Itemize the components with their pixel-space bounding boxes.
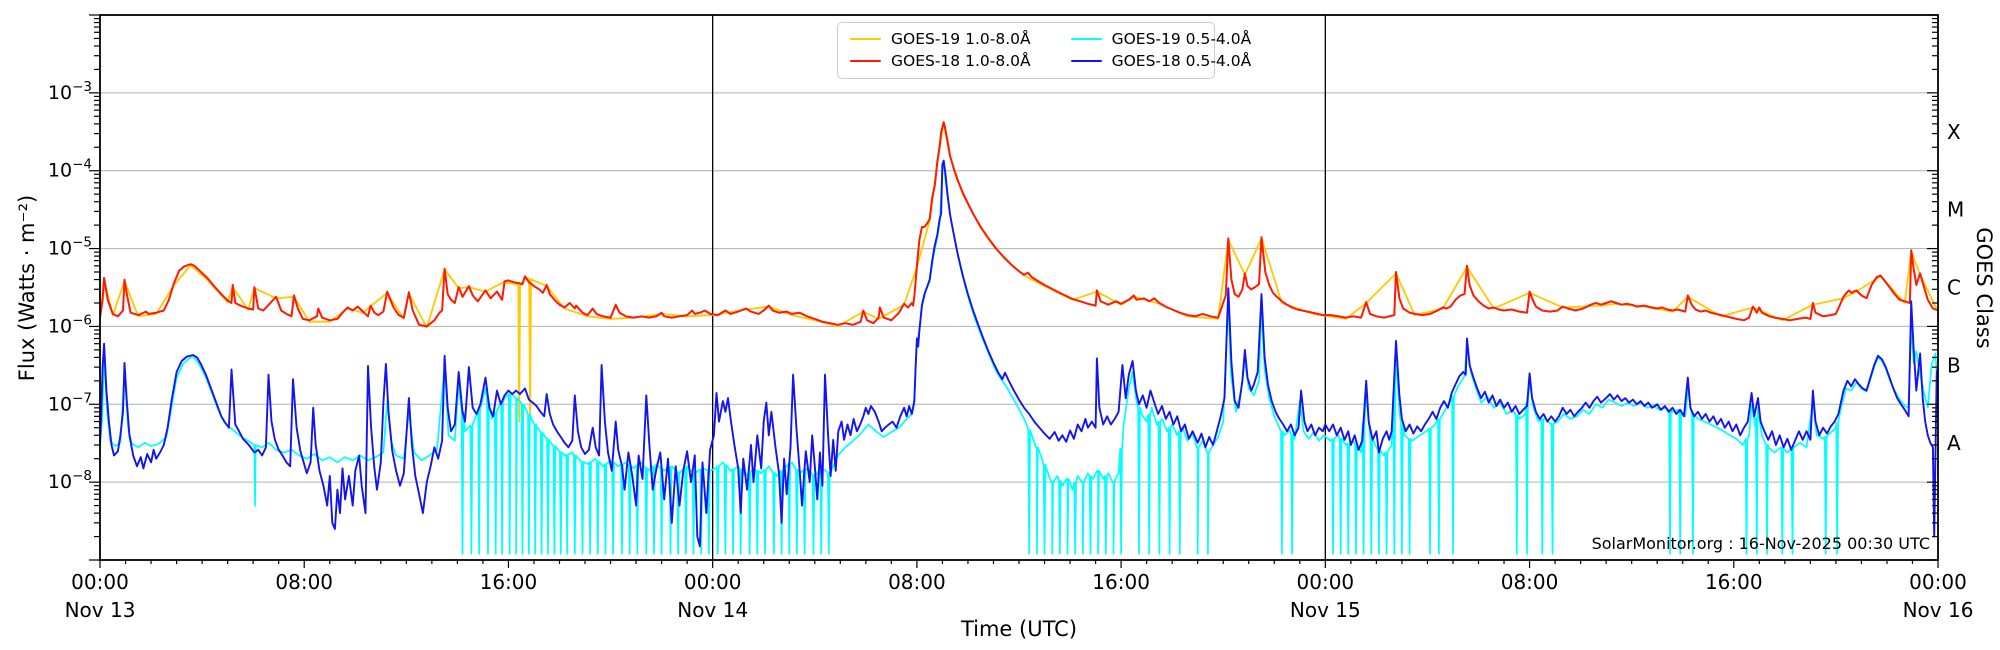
legend-item-goes19-long: GOES-19 1.0-8.0Å (850, 30, 1031, 48)
watermark-text: SolarMonitor.org : 16-Nov-2025 00:30 UTC (1591, 534, 1930, 553)
x-axis-tick-label: 00:00 (684, 570, 742, 594)
legend-label-goes18-short: GOES-18 0.5-4.0Å (1111, 52, 1252, 70)
x-axis-date-label: Nov 15 (1290, 598, 1361, 622)
goes-class-label-C: C (1947, 276, 1961, 300)
goes-class-label-A: A (1947, 431, 1961, 455)
x-axis-tick-label: 00:00 (71, 570, 129, 594)
x-axis-date-label: Nov 16 (1903, 598, 1974, 622)
legend-label-goes19-short: GOES-19 0.5-4.0Å (1111, 30, 1252, 48)
y-axis-tick-label: 10−6 (48, 312, 92, 337)
goes-class-label-M: M (1947, 198, 1964, 222)
legend-line-goes18-long (850, 59, 881, 63)
series-group (100, 121, 1938, 555)
x-axis-tick-label: 00:00 (1297, 570, 1355, 594)
x-axis-tick-label: 08:00 (275, 570, 333, 594)
x-axis-tick-label: 08:00 (888, 570, 946, 594)
x-axis-label: Time (UTC) (960, 617, 1078, 641)
legend-label-goes18-long: GOES-18 1.0-8.0Å (891, 52, 1031, 70)
legend-item-goes18-short: GOES-18 0.5-4.0Å (1070, 52, 1252, 70)
legend-item-goes19-short: GOES-19 0.5-4.0Å (1070, 30, 1252, 48)
y-axis-tick-label: 10−5 (48, 235, 92, 260)
legend-line-goes18-short (1070, 59, 1102, 63)
series-goes18-short (100, 159, 1938, 548)
y-axis-tick-label: 10−7 (48, 390, 92, 415)
x-axis-date-label: Nov 14 (677, 598, 748, 622)
series-goes19-short (100, 162, 1938, 555)
x-axis-tick-label: 16:00 (1705, 570, 1763, 594)
y-axis-label: Flux (Watts · m⁻²) (15, 194, 39, 382)
x-axis-tick-label: 08:00 (1501, 570, 1559, 594)
y-axis-tick-label: 10−8 (48, 468, 92, 493)
y-axis-tick-label: 10−4 (48, 157, 92, 182)
x-axis-date-label: Nov 13 (65, 598, 136, 622)
right-axis-label: GOES Class (1972, 227, 1996, 349)
legend-line-goes19-long (850, 37, 881, 41)
x-axis-tick-label: 16:00 (480, 570, 538, 594)
series-goes18-long (100, 121, 1938, 328)
x-axis-tick-label: 16:00 (1092, 570, 1150, 594)
x-axis-tick-label: 00:00 (1909, 570, 1967, 594)
goes-class-label-X: X (1947, 120, 1961, 144)
legend: GOES-19 1.0-8.0Å GOES-18 1.0-8.0Å GOES-1… (837, 22, 1251, 79)
legend-line-goes19-short (1070, 37, 1102, 41)
plot-border (99, 14, 1939, 561)
goes-class-label-B: B (1947, 353, 1961, 377)
legend-label-goes19-long: GOES-19 1.0-8.0Å (891, 30, 1031, 48)
legend-item-goes18-long: GOES-18 1.0-8.0Å (850, 52, 1031, 70)
y-axis-tick-label: 10−3 (48, 79, 92, 104)
